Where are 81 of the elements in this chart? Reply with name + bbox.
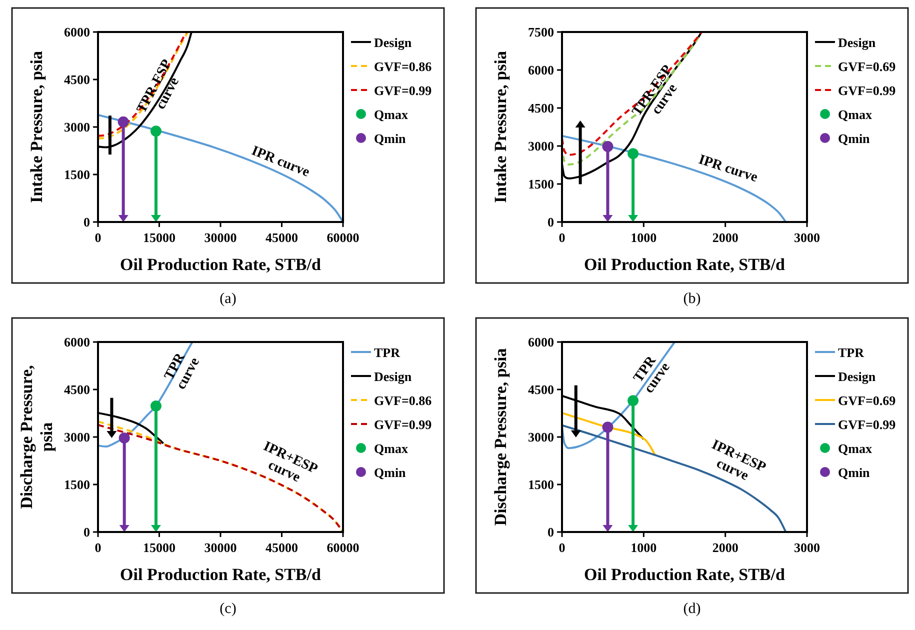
line-series	[561, 341, 676, 450]
x-axis-title: Oil Production Rate, STB/d	[120, 565, 322, 584]
x-axis-title: Oil Production Rate, STB/d	[584, 255, 786, 274]
y-tick-label: 4500	[528, 100, 554, 116]
x-tick-label: 15000	[143, 230, 176, 245]
legend-label: TPR	[374, 345, 401, 360]
x-tick-label: 45000	[266, 230, 298, 245]
y-tick-label: 6000	[528, 334, 554, 350]
y-axis-title: Intake Pressure, psia	[27, 50, 46, 203]
line-series	[97, 114, 344, 223]
legend-label: Qmax	[374, 441, 408, 456]
legend-label: Qmax	[838, 107, 872, 122]
x-axis-title: Oil Production Rate, STB/d	[120, 255, 322, 274]
y-tick-label: 1500	[64, 167, 90, 182]
x-tick-label: 0	[94, 540, 102, 555]
text: (a)	[220, 291, 236, 307]
y-tick-label: 0	[84, 214, 90, 230]
y-tick-label: 0	[548, 524, 554, 540]
y-tick-label: 3000	[64, 120, 90, 134]
x-tick-label: 60000	[326, 540, 360, 555]
legend-label: Design	[374, 369, 412, 384]
legend-label: Qmin	[374, 465, 407, 480]
x-tick-label: 1000	[630, 540, 657, 555]
x-tick-label: 2000	[712, 540, 738, 555]
y-tick-label: 1500	[528, 176, 554, 192]
y-tick-label: 0	[548, 214, 554, 230]
x-tick-label: 45000	[266, 540, 298, 555]
legend-label: GVF=0.99	[374, 83, 432, 98]
annotation: TPR curve	[162, 350, 203, 392]
x-tick-label: 60000	[326, 230, 360, 245]
x-axis-title: Oil Production Rate, STB/d	[584, 565, 786, 584]
y-tick-label: 7500	[528, 24, 554, 40]
legend-label: GVF=0.69	[838, 59, 896, 74]
y-tick-label: 4500	[528, 382, 554, 397]
y-tick-label: 3000	[64, 430, 90, 444]
text: (b)	[683, 291, 701, 307]
x-tick-label: 15000	[143, 540, 176, 555]
x-tick-label: 2000	[712, 230, 738, 245]
annotation: IPR curve	[249, 144, 312, 180]
y-tick-label: 1500	[528, 477, 554, 492]
line-series	[561, 412, 656, 456]
line-series	[561, 424, 787, 533]
text: (c)	[220, 601, 236, 617]
legend-label: Qmax	[838, 441, 872, 456]
x-tick-label: 30000	[204, 540, 237, 555]
y-tick-label: 4500	[64, 72, 90, 87]
x-tick-label: 30000	[204, 230, 237, 245]
y-tick-label: 3000	[528, 138, 554, 154]
y-axis-title: Discharge Pressure, psia	[491, 348, 510, 526]
y-tick-label: 4500	[64, 382, 90, 397]
text: (d)	[683, 601, 701, 617]
legend-label: Qmin	[374, 131, 407, 146]
legend-label: GVF=0.99	[838, 83, 896, 98]
line-series	[561, 134, 787, 223]
legend-label: Design	[838, 369, 876, 384]
legend-label: GVF=0.99	[838, 417, 896, 432]
legend-label: Qmax	[374, 107, 408, 122]
legend-label: GVF=0.99	[374, 417, 432, 432]
legend-label: GVF=0.69	[838, 393, 896, 408]
annotation: IPR curve	[696, 152, 760, 186]
x-tick-label: 0	[558, 230, 566, 245]
y-tick-label: 3000	[528, 430, 554, 444]
y-tick-label: 6000	[64, 24, 90, 40]
x-tick-label: 3000	[794, 540, 820, 555]
legend-label: Design	[374, 35, 412, 50]
y-tick-label: 6000	[528, 62, 554, 78]
legend-label: TPR	[838, 345, 865, 360]
legend-label: Qmin	[838, 131, 871, 146]
y-tick-label: 6000	[64, 334, 90, 350]
legend-label: Qmin	[838, 465, 871, 480]
legend-label: GVF=0.86	[374, 59, 432, 74]
legend-label: GVF=0.86	[374, 393, 432, 408]
x-tick-label: 1000	[630, 230, 657, 245]
y-tick-label: 0	[84, 524, 90, 540]
y-axis-title: Discharge Pressure, psia	[17, 365, 56, 509]
legend-label: Design	[838, 35, 876, 50]
y-axis-title: Intake Pressure, psia	[491, 50, 510, 203]
x-tick-label: 0	[558, 540, 566, 555]
x-tick-label: 3000	[794, 230, 820, 245]
y-tick-label: 1500	[64, 477, 90, 492]
x-tick-label: 0	[94, 230, 102, 245]
